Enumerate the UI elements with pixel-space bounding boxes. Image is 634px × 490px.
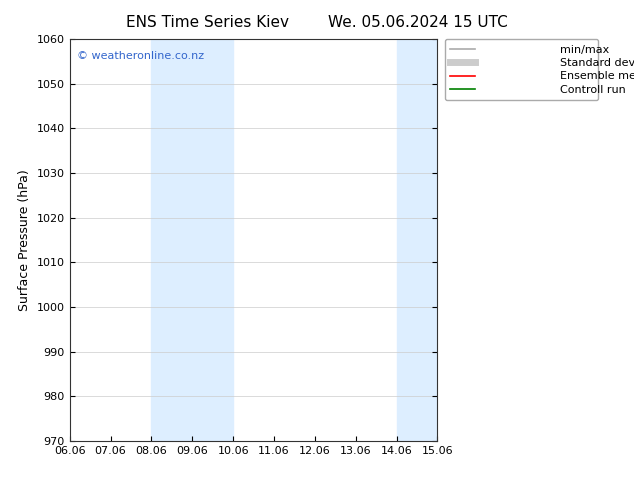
Bar — [397, 39, 478, 441]
Y-axis label: Surface Pressure (hPa): Surface Pressure (hPa) — [18, 169, 31, 311]
Legend: min/max, Standard deviation, Ensemble mean run, Controll run: min/max, Standard deviation, Ensemble me… — [445, 39, 598, 100]
Bar — [152, 39, 233, 441]
Text: ENS Time Series Kiev        We. 05.06.2024 15 UTC: ENS Time Series Kiev We. 05.06.2024 15 U… — [126, 15, 508, 30]
Text: © weatheronline.co.nz: © weatheronline.co.nz — [77, 51, 204, 61]
